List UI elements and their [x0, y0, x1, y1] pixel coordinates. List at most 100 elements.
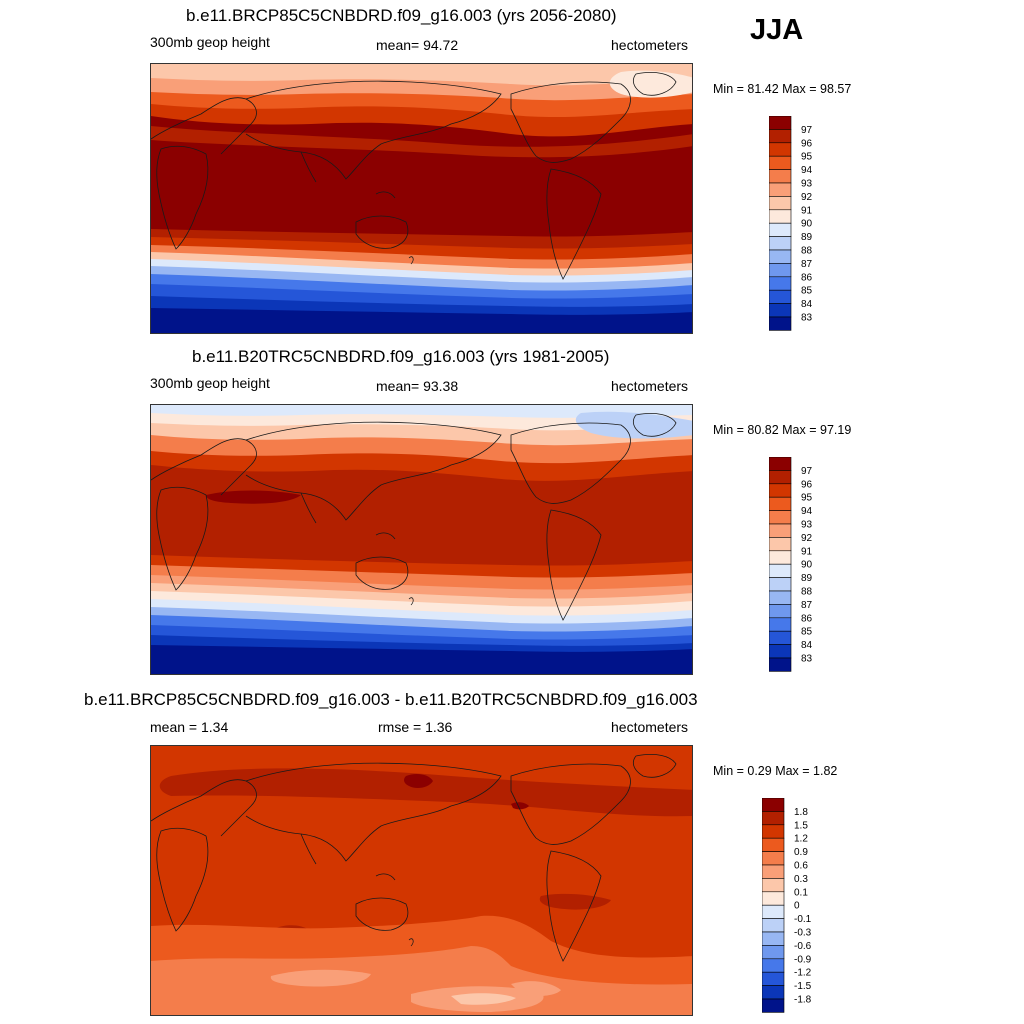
colorbar-swatch — [768, 523, 792, 538]
colorbar-tick-label: 0.1 — [794, 887, 808, 898]
colorbar-swatch — [768, 169, 792, 184]
colorbar-tick-label: 1.2 — [794, 834, 808, 845]
colorbar-tick-label: 90 — [801, 219, 813, 230]
colorbar-tick-label: 96 — [801, 138, 813, 149]
colorbar-swatch — [761, 998, 785, 1013]
colorbar-swatch — [761, 945, 785, 960]
colorbar-swatch — [768, 604, 792, 619]
panel3-units: hectometers — [611, 719, 689, 735]
panel3-map — [150, 745, 693, 1016]
colorbar-swatch — [761, 958, 785, 973]
panel3-colorbar: 1.8 1.5 1.2 0.9 0.6 0.3 0.1 0 -0.1 -0.3 -0.6 -0.9 -1… — [761, 797, 842, 1023]
panel2-colorbar-swatches: 97 96 95 94 93 92 91 90 89 88 87 86 85 84 83 — [768, 456, 813, 672]
colorbar-tick-label: -0.6 — [794, 941, 812, 952]
colorbar-tick-label: 93 — [801, 520, 813, 531]
colorbar-swatch — [768, 563, 792, 578]
colorbar-swatch — [768, 276, 792, 291]
panel3-mean: mean = 1.34 — [150, 719, 229, 735]
colorbar-swatch — [768, 222, 792, 237]
colorbar-swatch — [768, 129, 792, 144]
colorbar-swatch — [761, 824, 785, 839]
colorbar-tick-label: 0.9 — [794, 847, 808, 858]
colorbar-tick-label: 1.5 — [794, 820, 808, 831]
colorbar-tick-label: -1.5 — [794, 981, 812, 992]
colorbar-swatch — [768, 644, 792, 659]
colorbar-swatch — [768, 617, 792, 632]
colorbar-swatch — [768, 510, 792, 525]
colorbar-swatch — [768, 316, 792, 331]
panel3-title: b.e11.BRCP85C5CNBDRD.f09_g16.003 - b.e11… — [84, 690, 698, 709]
colorbar-tick-label: 90 — [801, 560, 813, 571]
colorbar-tick-label: -1.8 — [794, 995, 812, 1006]
colorbar-tick-label: 89 — [801, 232, 813, 243]
colorbar-tick-label: 88 — [801, 587, 813, 598]
colorbar-swatch — [761, 985, 785, 1000]
colorbar-swatch — [768, 263, 792, 278]
colorbar-tick-label: 93 — [801, 179, 813, 190]
colorbar-swatch — [761, 971, 785, 986]
colorbar-swatch — [761, 851, 785, 866]
colorbar-tick-label: 86 — [801, 613, 813, 624]
colorbar-tick-label: 91 — [801, 546, 813, 557]
colorbar-tick-label: 94 — [801, 506, 813, 517]
colorbar-swatch — [768, 289, 792, 304]
colorbar-swatch — [768, 182, 792, 197]
panel1-map — [150, 63, 693, 334]
colorbar-tick-label: -0.1 — [794, 914, 812, 925]
panel1-colorbar-swatches: 97 96 95 94 93 92 91 90 89 88 87 86 85 84 83 — [768, 115, 813, 331]
colorbar-tick-label: 84 — [801, 299, 813, 310]
panel3-colorbar-swatches: 1.8 1.5 1.2 0.9 0.6 0.3 0.1 0 -0.1 -0.3 -0.6 -0.9 -1… — [761, 797, 812, 1013]
colorbar-swatch — [768, 209, 792, 224]
colorbar-tick-label: 96 — [801, 479, 813, 490]
colorbar-tick-label: 97 — [801, 125, 813, 136]
colorbar-swatch — [768, 657, 792, 672]
colorbar-swatch — [768, 496, 792, 511]
season-label: JJA — [750, 14, 804, 46]
panel1-title: b.e11.BRCP85C5CNBDRD.f09_g16.003 (yrs 20… — [186, 6, 617, 25]
panel2-map — [150, 404, 693, 675]
panel2-units: hectometers — [611, 378, 689, 394]
panel1-mean: mean= 94.72 — [376, 37, 459, 53]
colorbar-tick-label: 0.3 — [794, 874, 808, 885]
colorbar-tick-label: 83 — [801, 654, 813, 665]
panel2-mean: mean= 93.38 — [376, 378, 459, 394]
colorbar-tick-label: 87 — [801, 600, 813, 611]
colorbar-tick-label: -0.3 — [794, 928, 812, 939]
colorbar-swatch — [761, 891, 785, 906]
panel2-variable: 300mb geop height — [150, 375, 270, 391]
colorbar-tick-label: 95 — [801, 493, 813, 504]
colorbar-tick-label: 87 — [801, 259, 813, 270]
colorbar-tick-label: 84 — [801, 640, 813, 651]
colorbar-swatch — [761, 837, 785, 852]
colorbar-tick-label: 1.8 — [794, 807, 808, 818]
colorbar-swatch — [761, 797, 785, 812]
colorbar-tick-label: 83 — [801, 313, 813, 324]
colorbar-swatch — [768, 537, 792, 552]
colorbar-tick-label: 97 — [801, 466, 813, 477]
colorbar-tick-label: 91 — [801, 205, 813, 216]
panel2-colorbar: 97 96 95 94 93 92 91 90 89 88 87 86 85 84 83 — [768, 456, 849, 682]
colorbar-tick-label: 86 — [801, 272, 813, 283]
colorbar-swatch — [768, 249, 792, 264]
colorbar-swatch — [768, 236, 792, 251]
colorbar-swatch — [761, 931, 785, 946]
colorbar-tick-label: 85 — [801, 286, 813, 297]
panel3-rmse: rmse = 1.36 — [378, 719, 453, 735]
colorbar-tick-label: 0.6 — [794, 861, 808, 872]
colorbar-swatch — [768, 155, 792, 170]
colorbar-swatch — [761, 904, 785, 919]
panel1-variable: 300mb geop height — [150, 34, 270, 50]
panel2-title: b.e11.B20TRC5CNBDRD.f09_g16.003 (yrs 198… — [192, 347, 610, 366]
panel2-minmax: Min = 80.82 Max = 97.19 — [713, 423, 852, 437]
colorbar-tick-label: -1.2 — [794, 968, 812, 979]
colorbar-swatch — [768, 196, 792, 211]
colorbar-swatch — [768, 577, 792, 592]
panel1-minmax: Min = 81.42 Max = 98.57 — [713, 82, 852, 96]
colorbar-swatch — [768, 550, 792, 565]
colorbar-tick-label: 85 — [801, 627, 813, 638]
colorbar-tick-label: 92 — [801, 533, 813, 544]
colorbar-tick-label: 0 — [794, 901, 800, 912]
colorbar-tick-label: 88 — [801, 246, 813, 257]
colorbar-swatch — [761, 864, 785, 879]
colorbar-swatch — [761, 811, 785, 826]
